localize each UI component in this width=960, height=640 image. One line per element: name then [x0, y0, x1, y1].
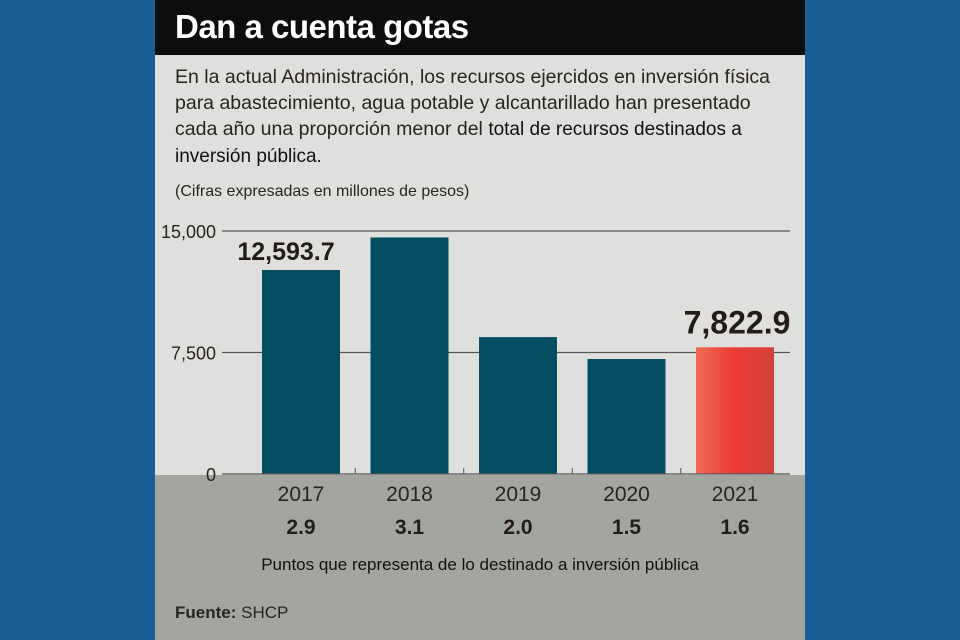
y-tick-label: 0: [206, 465, 216, 485]
subtitle-tail: total de recursos destinados a inversión…: [175, 119, 742, 167]
data-label: 7,822.9: [684, 304, 791, 340]
y-tick-label: 7,500: [171, 344, 216, 364]
title-bar: Dan a cuenta gotas: [155, 0, 805, 55]
bar-chart: 0 7,500 15,000 12,593.7 2017 2.9 2018 3.1 2019 2.…: [161, 222, 791, 539]
x-tick-label: 2018: [386, 483, 433, 506]
secondary-value: 2.0: [503, 516, 532, 539]
chart-subtitle: En la actual Administración, los recurso…: [175, 64, 795, 170]
secondary-value: 1.5: [612, 516, 642, 539]
bar-2017: [262, 269, 340, 474]
x-tick-label: 2020: [603, 483, 650, 506]
bottom-band: [155, 475, 805, 640]
x-tick-label: 2021: [712, 483, 759, 506]
x-tick-label: 2017: [278, 483, 325, 506]
bar-2019: [479, 337, 557, 474]
source-label: Fuente:: [175, 603, 237, 622]
x-tick-label: 2019: [495, 483, 542, 506]
source: Fuente: SHCP: [175, 603, 288, 623]
secondary-value: 1.6: [720, 516, 749, 539]
secondary-values-note: Puntos que representa de lo destinado a …: [261, 555, 699, 574]
source-value: SHCP: [241, 603, 289, 622]
data-label: 12,593.7: [237, 238, 334, 266]
bar-2021: [696, 347, 774, 474]
y-tick-label: 15,000: [161, 222, 216, 242]
subtitle-main: En la actual Administración, los recurso…: [175, 66, 771, 140]
secondary-value: 2.9: [286, 516, 315, 539]
bar-2020: [587, 358, 666, 474]
bar-2018: [370, 237, 449, 474]
infographic-panel: Dan a cuenta gotas En la actual Administ…: [155, 0, 805, 640]
units-label: (Cifras expresadas en millones de pesos): [175, 183, 470, 200]
secondary-value: 3.1: [395, 516, 425, 539]
chart-title: Dan a cuenta gotas: [175, 8, 469, 45]
